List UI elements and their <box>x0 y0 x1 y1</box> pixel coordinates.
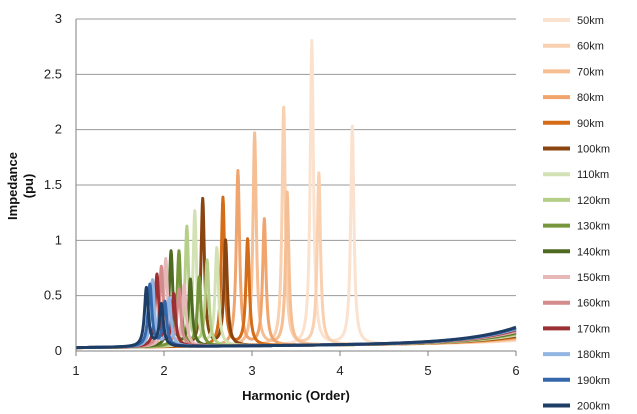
x-tick-label: 3 <box>248 363 255 378</box>
legend-label: 170km <box>577 323 610 335</box>
legend-label: 110km <box>577 169 609 181</box>
legend-label: 140km <box>577 246 610 258</box>
legend-label: 70km <box>577 66 604 78</box>
legend-label: 60km <box>577 41 604 53</box>
y-tick-label: 2 <box>55 122 62 137</box>
legend-label: 200km <box>577 401 610 413</box>
x-tick-label: 5 <box>424 363 431 378</box>
y-axis-title-line-1: Impedance <box>5 152 20 220</box>
y-axis-title: Impedance (pu) <box>5 152 36 220</box>
legend-label: 180km <box>577 349 610 361</box>
series-layer <box>74 38 518 350</box>
axes <box>75 19 517 356</box>
grid-lines <box>76 18 516 297</box>
y-tick-label: 2.5 <box>44 66 62 81</box>
legend-label: 50km <box>577 15 604 27</box>
x-tick-label: 6 <box>512 363 519 378</box>
y-axis-title-line-2: (pu) <box>21 174 36 199</box>
series-line-60km <box>74 105 518 350</box>
series-line-200km <box>74 285 518 350</box>
tick-labels: 0 0.5 1 1.5 2 2.5 3 1 2 3 4 5 6 <box>44 11 520 378</box>
x-tick-label: 1 <box>72 363 79 378</box>
legend-label: 150km <box>577 272 610 284</box>
legend-label: 90km <box>577 118 604 130</box>
legend-label: 100km <box>577 144 610 156</box>
legend: 50km 60km 70km 80km 90km 100km 110km 120km 130km… <box>543 15 610 413</box>
legend-label: 120km <box>577 195 610 207</box>
series-line-80km <box>74 168 518 350</box>
x-axis-title: Harmonic (Order) <box>242 388 350 403</box>
legend-label: 190km <box>577 375 610 387</box>
series-line-50km <box>74 38 518 350</box>
y-tick-label: 1 <box>55 232 62 247</box>
x-tick-label: 2 <box>160 363 167 378</box>
y-tick-label: 0 <box>55 343 62 358</box>
y-tick-label: 0.5 <box>44 288 62 303</box>
legend-label: 160km <box>577 298 610 310</box>
legend-label: 80km <box>577 92 604 104</box>
y-tick-label: 1.5 <box>44 177 62 192</box>
legend-label: 130km <box>577 221 610 233</box>
y-tick-label: 3 <box>55 11 62 26</box>
x-tick-label: 4 <box>336 363 343 378</box>
